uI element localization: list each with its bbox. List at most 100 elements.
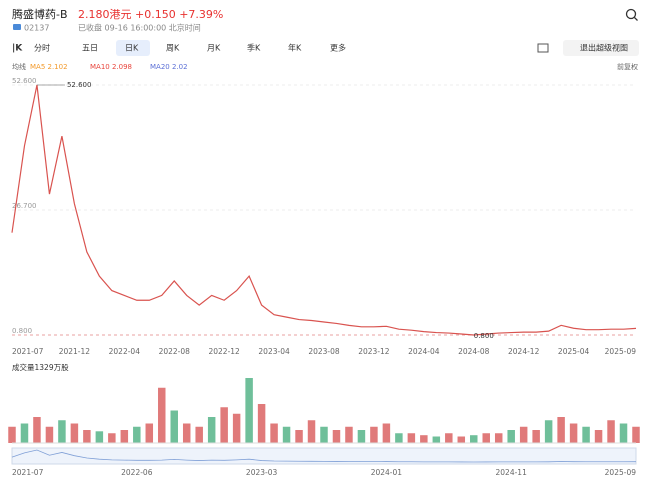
tab[interactable]: 五日 xyxy=(82,44,98,53)
x-tick-label: 2024-12 xyxy=(508,347,540,356)
volume-bar xyxy=(220,407,228,443)
volume-bar xyxy=(332,430,341,443)
x-tick-label: 2021-12 xyxy=(59,347,91,356)
volume-bar xyxy=(58,420,66,443)
volume-bar xyxy=(370,426,378,443)
volume-bar xyxy=(445,433,453,443)
navigator-line xyxy=(11,449,637,463)
volume-bar xyxy=(182,423,191,443)
volume-bar xyxy=(8,426,16,443)
x-tick-label: 2022-04 xyxy=(109,347,141,356)
tab[interactable]: 月K xyxy=(207,44,221,53)
volume-bar xyxy=(20,423,29,443)
tab[interactable]: 季K xyxy=(247,43,261,53)
search-icon[interactable] xyxy=(625,8,638,21)
navigator-label: 2024-01 xyxy=(371,468,403,477)
navigator-label: 2021-07 xyxy=(12,468,44,477)
volume-bar xyxy=(45,426,54,443)
y-tick-label: 0.800 xyxy=(12,327,32,335)
volume-bar xyxy=(407,433,416,443)
volume-bar xyxy=(557,417,565,443)
tab[interactable]: 更多 xyxy=(330,43,346,53)
volume-bar xyxy=(482,433,490,443)
volume-bar xyxy=(619,423,628,443)
navigator-label: 2022-06 xyxy=(121,468,153,477)
x-tick-label: 2021-07 xyxy=(12,347,44,356)
tab[interactable]: 日K xyxy=(125,44,139,53)
volume-bar xyxy=(158,387,166,443)
x-tick-label: 2023-04 xyxy=(258,347,290,356)
volume-bar xyxy=(544,420,553,443)
exit-button[interactable] xyxy=(563,40,639,56)
x-tick-label: 2025-04 xyxy=(558,347,590,356)
volume-bar xyxy=(470,435,478,443)
selected-tab-bg xyxy=(116,40,150,56)
tab[interactable]: 周K xyxy=(166,44,180,53)
x-tick-label: 2022-08 xyxy=(159,347,191,356)
exit-view[interactable]: 退出超级视图 xyxy=(580,43,628,53)
navigator-label: 2025-09 xyxy=(605,468,637,477)
tab[interactable]: 分时 xyxy=(34,43,50,53)
volume-bar xyxy=(245,378,253,443)
status: 已收盘 09-16 16:00:00 北京时间 xyxy=(78,23,201,33)
volume-bar xyxy=(70,423,79,443)
tab[interactable]: 年K xyxy=(288,43,302,53)
volume-bar xyxy=(395,433,403,443)
volume-bar xyxy=(307,420,316,443)
stock-name: 腾盛博药-B xyxy=(12,7,68,21)
flag-icon xyxy=(13,24,21,30)
x-tick-label: 2023-08 xyxy=(308,347,340,356)
volume-bar xyxy=(357,430,366,443)
volume-bar xyxy=(607,420,615,443)
volume-bar xyxy=(83,430,91,443)
layout-icon[interactable] xyxy=(537,43,549,53)
volume-bar xyxy=(532,430,540,443)
volume-bar xyxy=(569,423,578,443)
x-tick-label: 2024-04 xyxy=(408,347,440,356)
volume-bar xyxy=(320,426,328,443)
kline-icon[interactable]: |K xyxy=(12,44,23,54)
volume-bar xyxy=(594,430,603,443)
y-tick-label: 52.600 xyxy=(12,77,37,85)
volume-bar xyxy=(195,426,203,443)
ma-label: 均线 xyxy=(12,62,26,71)
volume-bar xyxy=(282,426,291,443)
stock-code: 02137 xyxy=(24,24,49,33)
volume-bar xyxy=(507,430,515,443)
x-tick-label: 2022-12 xyxy=(208,347,240,356)
volume-bar xyxy=(270,423,278,443)
volume-bar xyxy=(582,426,590,443)
volume-bar xyxy=(382,423,391,443)
volume-bar xyxy=(33,417,41,443)
ma-item: MA20 2.02 xyxy=(150,63,188,71)
volume-bar xyxy=(133,426,141,443)
volume-bar xyxy=(120,430,129,443)
volume-bar xyxy=(345,426,353,443)
volume-bar xyxy=(257,404,266,443)
volume-bar xyxy=(632,426,640,443)
volume-bar xyxy=(494,433,503,443)
volume-bar xyxy=(108,433,116,443)
x-tick-label: 2024-08 xyxy=(458,347,490,356)
ma-item: MA10 2.098 xyxy=(90,63,132,71)
volume-bar xyxy=(432,436,441,443)
price-line xyxy=(11,84,637,336)
volume-bar xyxy=(457,436,466,443)
x-tick-label: 2025-09 xyxy=(605,347,637,356)
navigator-label: 2023-03 xyxy=(246,468,278,477)
volume-bar xyxy=(232,413,241,443)
x-tick-label: 2023-12 xyxy=(358,347,390,356)
ma-item: MA5 2.102 xyxy=(30,63,68,71)
volume-bar xyxy=(295,430,303,443)
high-label: 52.600 xyxy=(67,81,92,89)
volume-bar xyxy=(145,423,154,443)
volume-bar xyxy=(519,426,528,443)
volume-bar xyxy=(170,410,178,443)
navigator-label: 2024-11 xyxy=(496,468,528,477)
volume-bar xyxy=(95,431,104,443)
volume-bar xyxy=(207,417,216,443)
adjust[interactable]: 前复权 xyxy=(617,62,638,71)
quote: 2.180港元 +0.150 +7.39% xyxy=(78,8,223,21)
